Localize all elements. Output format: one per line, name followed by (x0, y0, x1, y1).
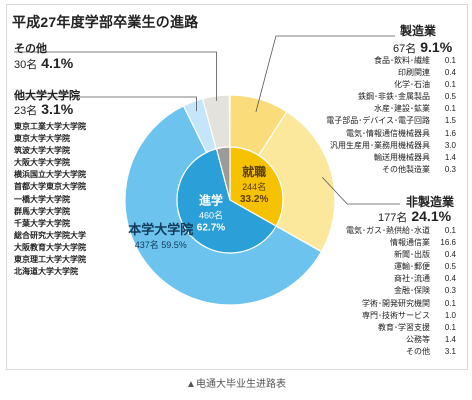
inner-pct-advance: 62.7% (197, 223, 225, 234)
univ-item: 大阪教育大学大学院 (14, 242, 86, 252)
univ-item: 群馬大学大学院 (14, 206, 70, 216)
other-group-pct: 4.1% (41, 55, 74, 71)
leader-other (14, 51, 217, 101)
univ-item: 東京理工大学大学院 (14, 255, 86, 265)
outer-count-own-grad: 437名 59.5% (135, 239, 187, 250)
list-item: 電気･情報通信機械器具 1.6 (346, 128, 456, 138)
manufacturing-group-stats: 67名 9.1% (393, 39, 452, 56)
other-univ-group-stats: 23名 3.1% (14, 101, 73, 118)
inner-slice-0 (229, 146, 284, 227)
manufacturing-group-count: 67名 (393, 43, 417, 55)
univ-item: 千葉大学大学院 (14, 218, 70, 228)
non-manufacturing-group-name: 非製造業 (406, 195, 455, 209)
list-item: 運輸･郵便 0.5 (394, 262, 456, 272)
list-item: 公務等 1.4 (406, 334, 456, 344)
list-item: 水産･建設･鉱業 0.1 (374, 104, 456, 114)
other-group-name: その他 (14, 43, 47, 55)
manufacturing-group-name: 製造業 (400, 24, 437, 38)
list-item: 学術･開発研究機関 0.1 (362, 298, 456, 308)
inner-slice-2 (215, 146, 231, 201)
list-item: 電気･ガス･熱供給･水道 0.1 (346, 226, 456, 235)
univ-item: 東京大学大学院 (14, 134, 70, 144)
leader-other-univ (14, 96, 197, 112)
list-item: 汎用生産用･業務用機械器具 3.0 (330, 140, 456, 150)
image-caption: ▲电通大毕业生进路表 (186, 379, 286, 390)
leader-non-manufacturing (321, 176, 400, 205)
outer-label-own-grad: 本学大学院 (128, 222, 193, 237)
other-univ-group-name: 他大学大学院 (14, 90, 80, 102)
inner-label-employment: 就職 (242, 164, 266, 179)
univ-item: 大阪大学大学院 (14, 158, 70, 168)
manufacturing-items: 食品･飲料･繊維 0.1 印刷関連 0.4 化学･石油 0.1 鉄鋼･非鉄･金属製品 0… (226, 55, 456, 176)
inner-slice-1 (176, 148, 277, 254)
other-univ-group-pct: 3.1% (41, 101, 74, 117)
inner-label-advance: 進学 (199, 193, 223, 208)
list-item: 食品･飲料･繊維 0.1 (374, 56, 456, 65)
univ-item: 東京工業大学大学院 (14, 122, 86, 131)
list-item: 輸送用機械器具 1.4 (374, 152, 456, 162)
list-item: その他 3.1 (406, 346, 456, 356)
list-item: 電子部品･デバイス･電子回路 1.5 (326, 116, 456, 126)
other-group-count: 30名 (14, 59, 38, 71)
list-item: 商社･流通 0.4 (394, 274, 456, 284)
list-item: 鉄鋼･非鉄･金属製品 0.5 (358, 92, 456, 102)
list-item: 金融･保険 0.3 (394, 286, 456, 296)
chart-title: 平成27年度学部卒業生の進路 (12, 14, 199, 30)
univ-item: 筑波大学大学院 (14, 146, 70, 156)
non-manufacturing-group-pct: 24.1% (411, 208, 452, 224)
non-manufacturing-group-count: 177名 (378, 212, 408, 224)
other-univ-list: 東京工業大学大学院 東京大学大学院 筑波大学大学院 大阪大学大学院 横浜国立大学… (14, 121, 86, 278)
univ-item: 北海道大学大学院 (14, 267, 78, 277)
list-item: 化学･石油 0.1 (394, 80, 456, 90)
list-item: 情報通信業 16.6 (390, 238, 456, 248)
list-item: 教育･学習支援 0.1 (378, 322, 456, 332)
leader-manufacturing (255, 35, 395, 112)
manufacturing-group-pct: 9.1% (420, 39, 453, 55)
univ-item: 一橋大学大学院 (14, 194, 70, 204)
univ-item: 横浜国立大学大学院 (14, 170, 86, 180)
other-group-stats: 30名 4.1% (14, 55, 73, 72)
non-manufacturing-items: 電気･ガス･熱供給･水道 0.1 情報通信業 16.6 新聞･出版 0.4 運輸･郵便… (226, 225, 456, 358)
non-manufacturing-group-stats: 177名 24.1% (378, 208, 451, 225)
inner-count-employment: 244名 (242, 181, 266, 192)
list-item: 新聞･出版 0.4 (394, 250, 456, 260)
inner-count-advance: 460名 (199, 210, 223, 221)
list-item: 印刷関連 0.4 (398, 68, 456, 78)
other-univ-group-count: 23名 (14, 105, 38, 117)
list-item: 専門･技術サービス 1.0 (362, 310, 456, 320)
univ-item: 総合研究大学院大学 (14, 230, 86, 240)
univ-item: 首都大学東京大学院 (14, 182, 86, 192)
list-item: その他製造業 0.3 (382, 164, 456, 174)
inner-pct-employment: 33.2% (240, 194, 268, 205)
